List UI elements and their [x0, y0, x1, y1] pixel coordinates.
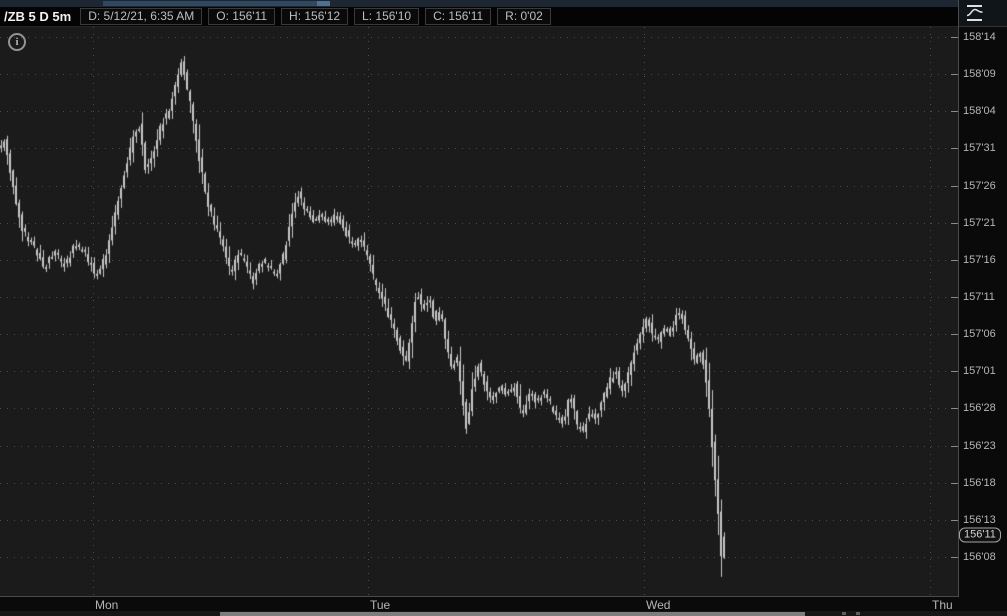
candlestick-canvas[interactable]	[0, 27, 958, 596]
price-tick	[951, 148, 958, 150]
day-label: Tue	[370, 598, 391, 612]
last-price-badge: 156'11	[959, 527, 1001, 543]
symbol-label: /ZB 5 D 5m	[4, 9, 72, 24]
price-tick	[951, 334, 958, 336]
price-tick	[951, 408, 958, 410]
price-label: 156'28	[963, 402, 996, 415]
price-tick	[951, 185, 958, 187]
price-label: 156'13	[963, 513, 996, 526]
price-label: 157'26	[963, 179, 996, 192]
price-label: 157'11	[963, 291, 995, 303]
price-tick	[951, 37, 958, 38]
price-tick	[951, 111, 958, 113]
price-label: 156'08	[963, 551, 996, 563]
price-label: 156'18	[963, 476, 996, 489]
day-label: Mon	[95, 598, 119, 612]
price-label: 157'16	[963, 253, 996, 266]
price-label: 158'04	[963, 105, 996, 118]
top-scrollbar-thumb-cap[interactable]	[317, 1, 330, 6]
time-axis[interactable]: Mon Tue Wed Thu	[0, 597, 958, 612]
clipped-glyph	[842, 612, 846, 615]
ohlc-field: L: 156'10	[354, 8, 420, 25]
price-label: 158'14	[963, 31, 996, 43]
candlestick-chart[interactable]: i	[0, 27, 958, 596]
price-tick	[951, 482, 958, 484]
ohlc-field: H: 156'12	[281, 8, 349, 25]
clipped-glyph	[856, 612, 860, 615]
chart-style-button[interactable]	[959, 0, 1007, 27]
top-toolbar-edge	[0, 0, 1007, 7]
price-tick	[951, 297, 958, 298]
top-scrollbar-thumb[interactable]	[103, 1, 329, 6]
price-label: 157'01	[963, 365, 996, 378]
price-label: 157'21	[963, 216, 996, 229]
ohlc-field: R: 0'02	[497, 8, 551, 25]
price-label: 156'23	[963, 439, 996, 452]
price-tick	[951, 519, 958, 521]
price-label: 158'09	[963, 68, 996, 81]
day-label: Wed	[646, 598, 671, 612]
price-tick	[951, 557, 958, 558]
bottom-scrollbar-thumb[interactable]	[220, 612, 805, 616]
bottom-scrollbar-track[interactable]	[0, 611, 1007, 616]
price-tick	[951, 371, 958, 373]
price-label: 157'06	[963, 328, 996, 341]
price-label: 157'31	[963, 142, 996, 155]
ohlc-field: C: 156'11	[425, 8, 492, 25]
day-label: Thu	[932, 598, 953, 612]
price-tick	[951, 445, 958, 447]
ohlc-field: O: 156'11	[208, 8, 276, 25]
time-axis-line	[0, 596, 959, 597]
price-tick	[951, 74, 958, 76]
ohlc-readout-bar: /ZB 5 D 5m D: 5/12/21, 6:35 AM O: 156'11 H…	[0, 7, 958, 27]
ohlc-field: D: 5/12/21, 6:35 AM	[80, 8, 203, 25]
price-axis-line	[958, 0, 959, 597]
chart-style-icon	[966, 5, 983, 21]
price-axis[interactable]: 156'11 158'14 158'09 158'04 157'31 157'26 157…	[951, 27, 1007, 596]
info-icon[interactable]: i	[8, 33, 26, 51]
price-tick	[951, 222, 958, 224]
price-tick	[951, 259, 958, 261]
